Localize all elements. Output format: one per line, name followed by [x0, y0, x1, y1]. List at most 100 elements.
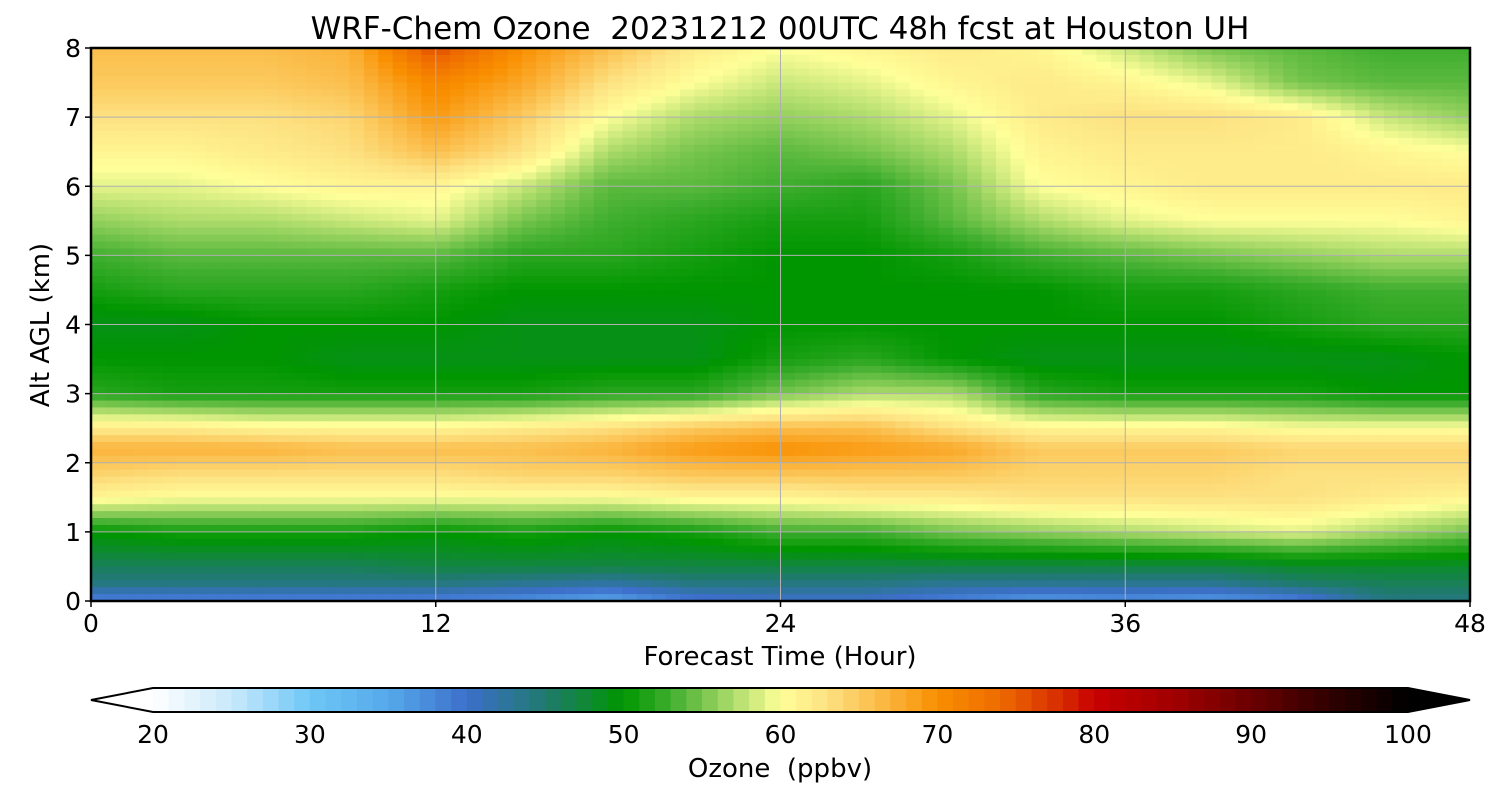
heatmap-cell	[938, 359, 954, 367]
heatmap-cell	[809, 379, 825, 388]
heatmap-cell	[593, 82, 609, 91]
heatmap-cell	[320, 227, 336, 236]
heatmap-cell	[1355, 241, 1371, 250]
heatmap-cell	[665, 137, 681, 146]
heatmap-cell	[349, 296, 365, 305]
heatmap-cell	[651, 289, 667, 298]
heatmap-cell	[1441, 48, 1457, 56]
heatmap-cell	[766, 213, 782, 222]
heatmap-cell	[349, 48, 365, 56]
heatmap-cell	[895, 310, 911, 319]
heatmap-cell	[507, 61, 523, 70]
heatmap-cell	[1426, 144, 1442, 153]
heatmap-cell	[1153, 165, 1169, 174]
heatmap-cell	[507, 158, 523, 167]
heatmap-cell	[1153, 213, 1169, 222]
heatmap-cell	[407, 296, 422, 305]
heatmap-cell	[91, 276, 106, 284]
heatmap-cell	[493, 110, 509, 118]
heatmap-cell	[1297, 296, 1313, 305]
heatmap-cell	[794, 165, 810, 174]
heatmap-cell	[1197, 393, 1213, 402]
heatmap-cell	[766, 172, 782, 180]
heatmap-cell	[392, 158, 408, 167]
heatmap-cell	[837, 331, 853, 339]
heatmap-cell	[852, 206, 868, 215]
heatmap-cell	[636, 89, 652, 97]
heatmap-cell	[1441, 324, 1457, 333]
heatmap-cell	[1369, 241, 1385, 250]
heatmap-cell	[450, 158, 466, 167]
heatmap-cell	[450, 269, 466, 277]
heatmap-cell	[866, 130, 882, 139]
heatmap-cell	[177, 283, 193, 291]
heatmap-cell	[450, 393, 466, 402]
heatmap-cell	[1441, 61, 1457, 70]
heatmap-cell	[636, 303, 652, 312]
heatmap-cell	[924, 283, 940, 291]
heatmap-cell	[478, 193, 494, 201]
heatmap-cell	[723, 248, 738, 256]
heatmap-cell	[335, 296, 351, 305]
heatmap-cell	[1082, 117, 1098, 125]
heatmap-cell	[507, 103, 523, 111]
heatmap-cell	[1297, 172, 1313, 180]
heatmap-cell	[1168, 151, 1184, 160]
heatmap-cell	[1197, 186, 1213, 194]
heatmap-cell	[780, 283, 796, 291]
heatmap-cell	[1398, 372, 1414, 381]
heatmap-cell	[220, 248, 236, 256]
heatmap-cell	[565, 130, 580, 139]
heatmap-cell	[1268, 331, 1284, 339]
heatmap-cell	[148, 110, 164, 118]
heatmap-cell	[320, 276, 336, 284]
heatmap-cell	[1398, 352, 1414, 360]
heatmap-cell	[1082, 324, 1098, 333]
heatmap-cell	[1311, 276, 1327, 284]
heatmap-cell	[636, 324, 652, 333]
heatmap-cell	[1024, 317, 1040, 326]
heatmap-cell	[105, 165, 121, 174]
heatmap-cell	[1441, 130, 1457, 139]
heatmap-cell	[1283, 48, 1299, 56]
heatmap-cell	[1326, 345, 1342, 353]
heatmap-cell	[895, 54, 911, 63]
heatmap-cell	[967, 48, 983, 56]
heatmap-cell	[1067, 137, 1083, 146]
heatmap-cell	[263, 96, 279, 104]
heatmap-cell	[392, 269, 408, 277]
heatmap-cell	[1067, 151, 1083, 160]
heatmap-cell	[1455, 345, 1471, 353]
heatmap-cell	[837, 54, 853, 63]
heatmap-cell	[952, 331, 968, 339]
heatmap-cell	[464, 75, 480, 84]
heatmap-cell	[636, 158, 652, 167]
heatmap-cell	[421, 269, 437, 277]
heatmap-cell	[766, 165, 782, 174]
heatmap-cell	[622, 241, 638, 250]
heatmap-cell	[1211, 386, 1227, 395]
heatmap-cell	[1225, 54, 1241, 63]
heatmap-cell	[220, 179, 236, 187]
heatmap-cell	[794, 345, 810, 353]
heatmap-cell	[105, 206, 121, 215]
heatmap-cell	[478, 241, 494, 250]
heatmap-cell	[852, 365, 868, 374]
heatmap-cell	[1010, 82, 1026, 91]
heatmap-cell	[536, 151, 552, 160]
heatmap-cell	[723, 393, 738, 402]
heatmap-cell	[1139, 213, 1155, 222]
heatmap-cell	[751, 144, 767, 153]
heatmap-cell	[234, 144, 250, 153]
heatmap-cell	[1268, 75, 1284, 84]
heatmap-cell	[1211, 283, 1227, 291]
heatmap-cell	[478, 255, 494, 263]
heatmap-cell	[234, 103, 250, 111]
heatmap-cell	[277, 144, 293, 153]
heatmap-cell	[737, 206, 753, 215]
heatmap-cell	[1010, 54, 1026, 63]
heatmap-cell	[1153, 137, 1169, 146]
heatmap-cell	[1426, 331, 1442, 339]
heatmap-cell	[809, 165, 825, 174]
heatmap-cell	[1240, 289, 1256, 298]
